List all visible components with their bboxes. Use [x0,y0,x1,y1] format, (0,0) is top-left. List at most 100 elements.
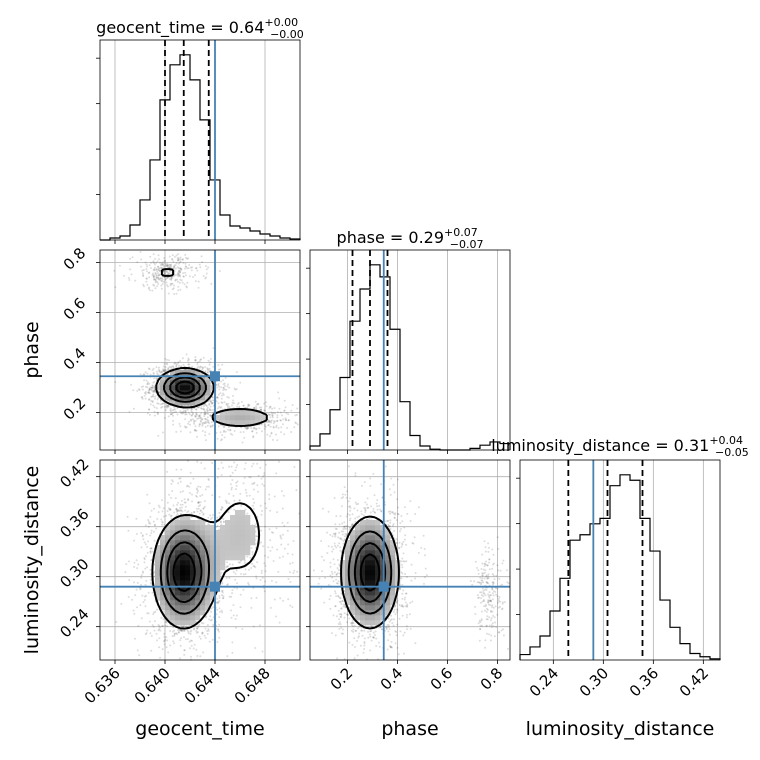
sample-point [208,367,211,370]
sample-point [182,275,185,278]
sample-point [179,425,182,428]
sample-point [219,431,222,434]
sample-point [244,568,247,571]
sample-point [275,433,277,436]
sample-point [232,399,235,402]
sample-point [151,401,154,404]
sample-point [177,362,180,365]
sample-point [276,414,279,417]
sample-point [255,427,258,430]
sample-point [209,400,212,403]
sample-point [175,362,178,365]
sample-point [271,407,274,410]
sample-point [283,433,286,436]
density-cell [245,415,251,421]
sample-point [189,482,192,485]
sample-point [187,510,190,513]
sample-point [242,404,245,407]
sample-point [198,366,201,369]
sample-point [199,420,202,423]
sample-point [221,582,224,585]
sample-point [153,524,156,527]
sample-point [178,273,181,276]
sample-point [224,377,227,379]
sample-point [133,612,136,615]
sample-point [295,413,298,416]
sample-point [153,377,156,380]
sample-point [179,629,182,632]
sample-point [208,618,211,621]
sample-point [222,387,225,389]
sample-point [221,611,224,614]
sample-point [191,365,194,368]
sample-point [148,398,151,401]
sample-point [178,281,181,284]
sample-point [155,632,158,635]
sample-point [219,392,222,395]
sample-point [275,424,278,427]
sample-point [180,468,183,471]
sample-point [209,405,212,408]
sample-point [124,571,127,574]
sample-point [209,399,212,402]
sample-point [175,254,178,257]
sample-point [284,406,287,409]
sample-point [118,264,121,267]
sample-point [202,356,205,359]
sample-point [184,509,187,512]
sample-point [133,561,136,564]
y-tick-label: 0.6 [60,294,90,324]
sample-point [179,657,182,660]
sample-point [277,426,280,429]
sample-point [271,438,274,441]
sample-point [179,275,182,278]
sample-point [260,423,263,426]
sample-point [161,510,164,513]
sample-point [177,501,180,504]
sample-point [268,420,271,423]
sample-point [189,266,192,269]
sample-point [264,580,267,583]
sample-point [158,637,161,640]
sample-point [183,267,186,270]
sample-point [207,412,210,415]
sample-point [154,395,157,398]
sample-point [229,429,232,432]
sample-point [236,405,239,408]
sample-point [166,358,169,361]
sample-point [161,405,164,408]
sample-point [204,636,207,639]
sample-point [199,358,202,361]
sample-point [267,546,270,549]
sample-point [223,429,226,432]
sample-point [176,413,179,416]
sample-point [172,504,175,507]
sample-point [144,397,147,400]
sample-point [255,428,258,431]
x-tick-label: 0.36 [626,664,662,700]
sample-point [175,365,178,367]
sample-point [177,271,180,274]
sample-point [171,635,174,638]
sample-point [175,366,178,369]
sample-point [208,363,211,366]
density-cell [235,415,241,421]
sample-point [158,274,161,277]
sample-point [195,413,198,416]
sample-point [145,385,147,388]
sample-point [173,406,176,409]
sample-point [151,390,154,392]
sample-point [194,359,197,362]
sample-point [252,426,255,429]
sample-point [145,555,147,558]
sample-point [195,412,198,415]
sample-point [264,425,267,428]
sample-point [176,503,179,506]
sample-point [229,432,232,435]
sample-point [130,383,133,386]
sample-point [144,605,147,608]
density-cell [260,415,266,421]
sample-point [269,416,272,419]
sample-point [149,373,152,376]
